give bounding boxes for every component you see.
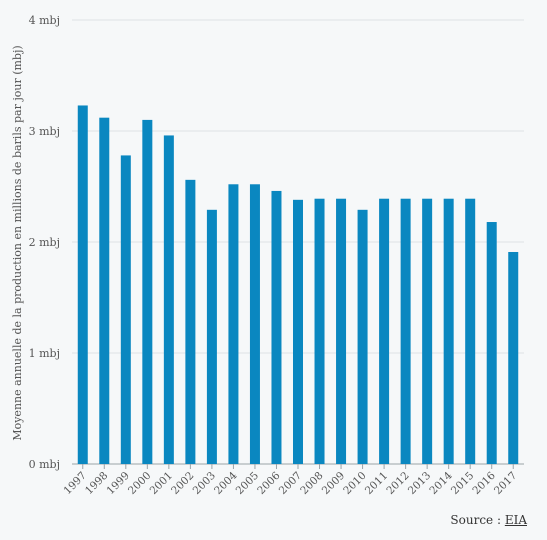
x-tick-label: 2001 [148,470,175,497]
bar-2001[interactable] [163,135,174,464]
bar-1998[interactable] [99,117,110,465]
x-tick-label: 1999 [105,470,132,497]
x-tick-label: 2008 [298,470,325,497]
y-axis: 0 mbj 1 mbj 2 mbj 3 mbj 4 mbj [29,14,60,471]
y-tick-label: 1 mbj [29,347,60,360]
x-tick-label: 2017 [492,470,519,497]
y-tick-label: 4 mbj [29,14,60,27]
bar-1997[interactable] [77,105,88,464]
bar-2017[interactable] [508,251,519,464]
y-tick-label: 0 mbj [29,458,60,471]
x-axis: 1997199819992000200120022003200420052006… [61,464,519,497]
bar-1999[interactable] [120,155,131,465]
x-tick-label: 2004 [212,469,240,497]
bar-2016[interactable] [486,222,497,464]
x-tick-label: 2010 [341,470,368,497]
bar-2005[interactable] [249,184,260,464]
x-tick-label: 2002 [169,470,196,497]
x-tick-label: 2003 [191,470,218,497]
x-tick-label: 2015 [449,470,476,497]
bar-2004[interactable] [228,184,239,464]
x-tick-label: 2007 [277,470,304,497]
bar-2013[interactable] [422,198,433,464]
y-tick-label: 2 mbj [29,236,60,249]
y-tick-label: 3 mbj [29,125,60,138]
x-tick-label: 2012 [384,470,411,497]
x-tick-label: 2005 [234,470,261,497]
bar-2007[interactable] [293,199,303,464]
x-tick-label: 1997 [61,470,88,497]
x-tick-label: 2006 [255,469,283,497]
x-tick-label: 2013 [406,470,433,497]
x-tick-label: 2016 [470,469,498,497]
bar-2006[interactable] [271,190,282,464]
bar-2003[interactable] [206,209,217,464]
bar-2009[interactable] [336,198,347,464]
bar-2010[interactable] [357,209,368,464]
bar-2008[interactable] [314,198,325,464]
source-link[interactable]: EIA [504,513,527,527]
bar-2015[interactable] [465,198,476,464]
x-tick-label: 1998 [83,470,110,497]
x-tick-label: 2011 [363,470,390,497]
x-tick-label: 2000 [126,470,153,497]
source-credit: Source : EIA [450,513,527,527]
bar-2002[interactable] [185,179,196,464]
bar-2000[interactable] [142,119,153,465]
bars [77,105,519,465]
bar-2011[interactable] [379,198,390,464]
y-axis-label: Moyenne annuelle de la production en mil… [11,45,24,440]
source-prefix: Source : [450,513,505,527]
x-tick-label: 2014 [427,469,455,497]
bar-2012[interactable] [400,198,411,464]
x-tick-label: 2009 [320,470,347,497]
bar-2014[interactable] [443,198,454,464]
